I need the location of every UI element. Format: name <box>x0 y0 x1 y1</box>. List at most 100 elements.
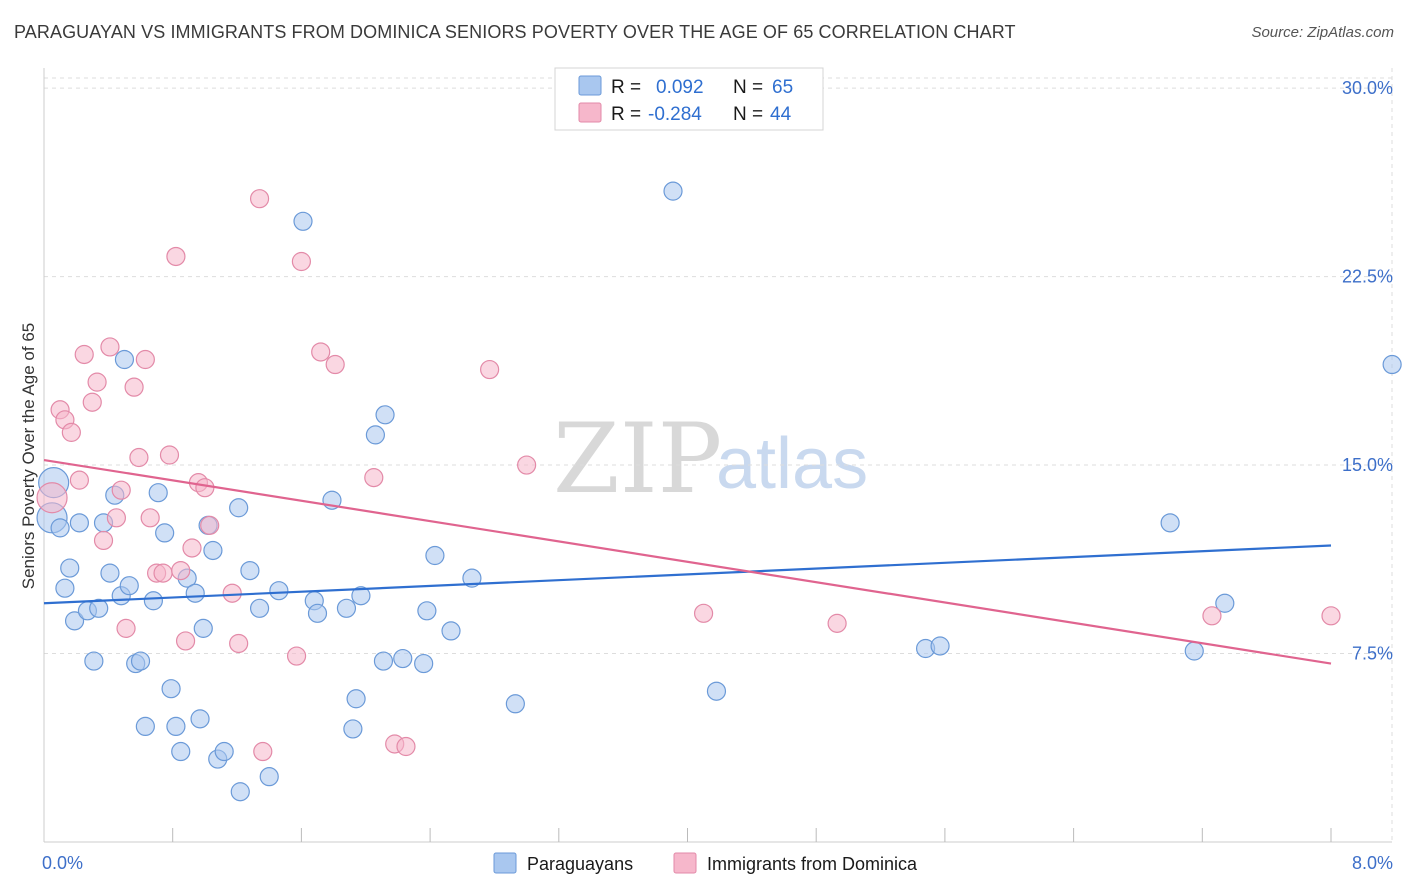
dominica-point <box>61 422 81 442</box>
paraguayans-point <box>229 498 249 518</box>
watermark-zip: ZIP <box>553 403 722 515</box>
y-tick-labels: 7.5% 15.0% 22.5% 30.0% <box>1342 78 1393 663</box>
paraguayans-point <box>351 586 371 606</box>
dominica-point <box>129 447 149 468</box>
dominica-point <box>182 538 202 558</box>
paraguayans-point <box>414 653 434 674</box>
trend-line-paraguayans <box>43 544 1332 605</box>
legend-r-value-paraguayans: 0.092 <box>656 77 704 98</box>
paraguayans-point <box>706 681 727 701</box>
series-legend-swatch-paraguayans <box>493 852 517 874</box>
paraguayans-point <box>346 689 366 709</box>
chart-title: PARAGUAYAN VS IMMIGRANTS FROM DOMINICA S… <box>14 22 1016 42</box>
x-tick-labels: 0.0% 8.0% <box>42 853 1393 873</box>
paraguayans-point <box>505 694 525 714</box>
paraguayans-point <box>69 513 89 533</box>
paraguayans-point <box>462 568 482 588</box>
paraguayans-point <box>89 598 109 618</box>
dominica-point <box>135 349 155 370</box>
watermark: ZIP atlas <box>553 403 868 515</box>
paraguayans-point <box>930 636 950 656</box>
paraguayans-point <box>425 545 445 566</box>
dominica-point <box>175 631 196 651</box>
dominica-point <box>36 482 68 514</box>
paraguayans-point <box>269 581 289 601</box>
paraguayans-point <box>190 709 210 729</box>
dominica-point <box>480 359 500 380</box>
trend-line-dominica <box>43 458 1332 665</box>
dominica-point <box>311 342 331 362</box>
paraguayans-point <box>1382 354 1402 375</box>
paraguayans-point <box>343 719 363 739</box>
legend-swatch-dominica <box>578 102 602 123</box>
dominica-point <box>93 530 114 551</box>
dominica-point <box>200 515 220 535</box>
dominica-point <box>116 618 136 638</box>
paraguayans-point <box>1184 641 1204 661</box>
paraguayans-point <box>143 591 163 611</box>
paraguayans-point <box>148 483 168 503</box>
paraguayans-point <box>64 611 85 631</box>
grid-lines <box>44 68 1393 842</box>
legend-r-label: R = <box>611 104 641 125</box>
paraguayans-point <box>1215 593 1235 613</box>
legend-swatch-paraguayans <box>578 75 602 96</box>
dominica-point <box>291 251 311 272</box>
series-legend-swatch-dominica <box>673 852 697 874</box>
paraguayans-point <box>84 651 104 671</box>
series-legend-label-dominica: Immigrants from Dominica <box>707 854 918 874</box>
watermark-atlas: atlas <box>716 424 868 504</box>
paraguayans-point <box>114 349 135 370</box>
dominica-point <box>124 377 144 397</box>
paraguayans-point <box>249 598 270 618</box>
paraguayans-point <box>55 578 75 598</box>
paraguayans-point <box>100 563 120 583</box>
paraguayans-point <box>50 518 70 538</box>
series-legend-label-paraguayans: Paraguayans <box>527 854 633 874</box>
dominica-point <box>87 372 107 392</box>
dominica-point <box>106 508 126 528</box>
paraguayans-point <box>417 601 437 621</box>
y-tick-label: 22.5% <box>1342 267 1393 287</box>
dominica-point <box>100 337 120 357</box>
trend-lines <box>43 458 1332 665</box>
y-axis-label: Seniors Poverty Over the Age of 65 <box>19 323 38 589</box>
dominica-point <box>140 508 160 528</box>
paraguayans-point <box>293 211 313 231</box>
dominica-point <box>229 633 249 654</box>
paraguayans-point <box>193 618 213 638</box>
dominica-point <box>195 478 215 498</box>
paraguayans-point <box>230 782 250 802</box>
dominica-point <box>364 468 384 488</box>
axes <box>43 68 1392 843</box>
dominica-point <box>222 583 242 603</box>
legend-n-label: N = <box>733 104 763 125</box>
paraguayans-point <box>336 598 357 618</box>
dominica-point <box>249 189 270 209</box>
series-legend: Paraguayans Immigrants from Dominica <box>493 852 918 874</box>
paraguayans-point <box>60 558 80 578</box>
paraguayans-point <box>307 603 328 623</box>
paraguayans-point <box>203 540 223 561</box>
paraguayans-point <box>373 651 394 671</box>
paraguayans-point <box>393 648 413 669</box>
paraguayans-point <box>214 741 234 762</box>
x-tick-label-min: 0.0% <box>42 853 83 873</box>
chart-source: Source: ZipAtlas.com <box>1251 24 1394 41</box>
dominica-point <box>1202 606 1222 626</box>
dominica-point <box>396 736 416 757</box>
paraguayans-point <box>135 716 155 737</box>
dominica-point <box>171 560 191 581</box>
dominica-point <box>693 603 714 623</box>
dominica-point <box>69 470 89 490</box>
paraguayans-point <box>259 767 279 787</box>
dominica-point <box>1321 606 1341 626</box>
paraguayans-point <box>375 405 395 425</box>
dominica-point <box>82 392 102 412</box>
paraguayans-point <box>161 679 181 699</box>
series-dominica-points <box>36 189 1341 762</box>
stats-legend: R = 0.092 N = 65 R = -0.284 N = 44 <box>554 67 824 131</box>
dominica-point <box>517 455 537 475</box>
paraguayans-point <box>119 576 139 596</box>
